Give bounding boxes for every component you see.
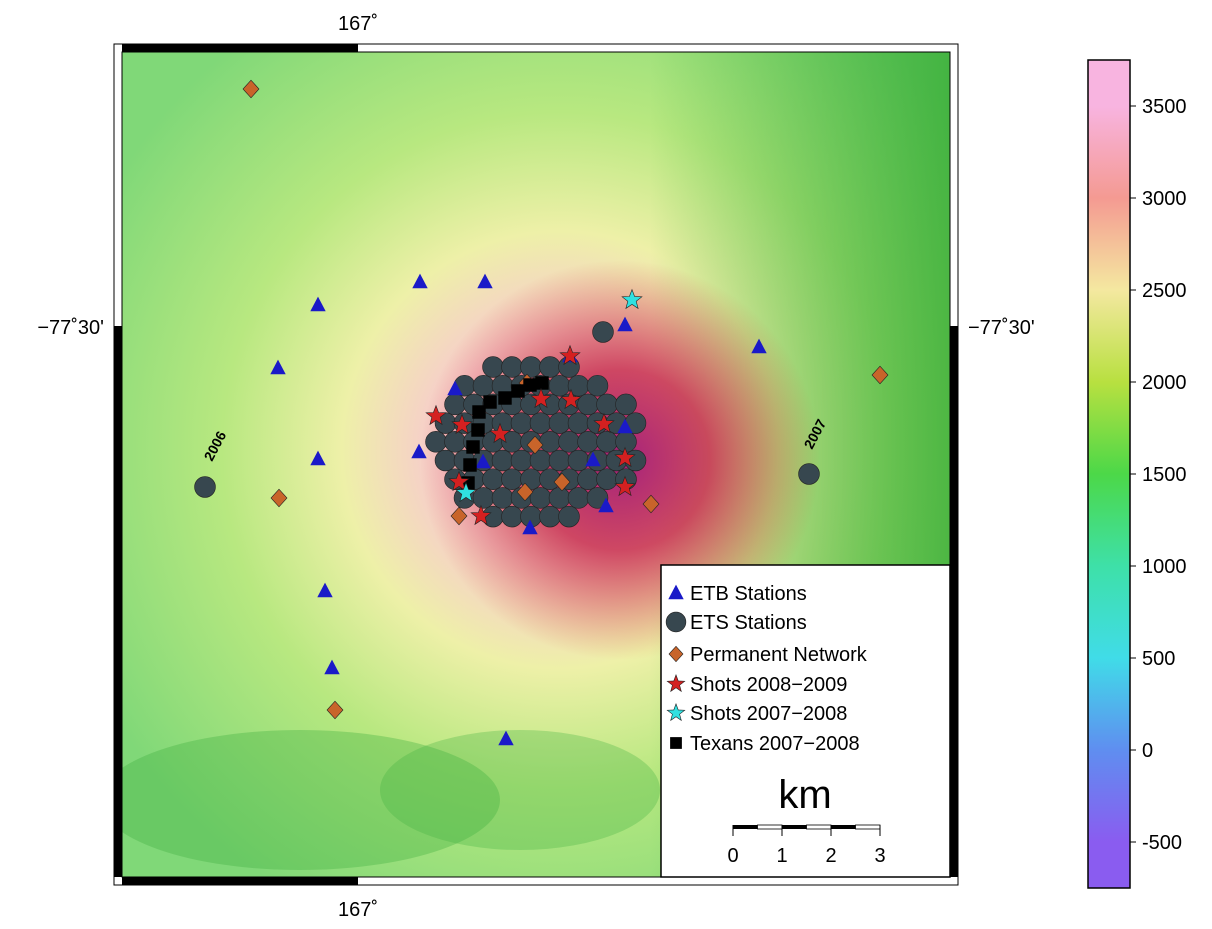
lat-label-left: −77˚30' xyxy=(37,317,104,339)
legend-label: Permanent Network xyxy=(690,644,868,666)
marker-circle xyxy=(568,413,589,434)
marker-square xyxy=(471,423,484,436)
colorbar-tick-label: 0 xyxy=(1142,740,1153,762)
marker-circle xyxy=(473,487,494,508)
marker-circle xyxy=(578,469,599,490)
scale-segment xyxy=(758,825,783,829)
marker-circle xyxy=(593,322,614,343)
marker-circle xyxy=(568,487,589,508)
marker-circle xyxy=(578,431,599,452)
marker-circle xyxy=(597,469,618,490)
marker-square xyxy=(498,391,511,404)
map-figure: 167˚ 167˚ −77˚30' −77˚30' 2006 2007 ETB … xyxy=(0,0,1212,924)
scale-label: 1 xyxy=(776,845,787,867)
colorbar-tick-label: 2500 xyxy=(1142,280,1187,302)
marker-circle xyxy=(549,375,570,396)
legend-label: Shots 2008−2009 xyxy=(690,674,847,696)
scale-label: 3 xyxy=(874,845,885,867)
marker-circle xyxy=(549,413,570,434)
scale-segment xyxy=(782,825,807,829)
marker-circle xyxy=(530,450,551,471)
marker-circle xyxy=(521,357,542,378)
marker-circle xyxy=(549,450,570,471)
colorbar xyxy=(1088,60,1130,888)
marker-circle xyxy=(502,506,523,527)
marker-circle xyxy=(511,450,532,471)
scale-segment xyxy=(733,825,758,829)
marker-square xyxy=(670,737,682,749)
lon-label-bottom: 167˚ xyxy=(338,899,378,921)
colorbar-tick-label: 3000 xyxy=(1142,188,1187,210)
marker-square xyxy=(535,376,548,389)
colorbar-ticks: -500 0 500 1000 1500 2000 2500 3000 3500 xyxy=(1130,96,1187,854)
scale-label: 2 xyxy=(825,845,836,867)
colorbar-tick-label: 1500 xyxy=(1142,464,1187,486)
marker-circle xyxy=(559,506,580,527)
scale-label: 0 xyxy=(727,845,738,867)
colorbar-tick-label: 3500 xyxy=(1142,96,1187,118)
marker-circle xyxy=(502,469,523,490)
marker-circle xyxy=(597,394,618,415)
marker-circle xyxy=(530,487,551,508)
marker-circle xyxy=(502,357,523,378)
marker-circle xyxy=(666,612,686,632)
marker-circle xyxy=(587,375,608,396)
marker-square xyxy=(466,440,479,453)
marker-square xyxy=(483,395,496,408)
marker-circle xyxy=(435,450,456,471)
marker-circle xyxy=(549,487,570,508)
marker-circle xyxy=(540,431,561,452)
scale-segment xyxy=(831,825,856,829)
legend-label: ETB Stations xyxy=(690,583,807,605)
scale-segment xyxy=(807,825,832,829)
colorbar-tick-label: 1000 xyxy=(1142,556,1187,578)
marker-circle xyxy=(445,394,466,415)
marker-circle xyxy=(195,477,216,498)
legend-label: Shots 2007−2008 xyxy=(690,703,847,725)
marker-circle xyxy=(540,506,561,527)
scale-unit: km xyxy=(778,773,831,817)
marker-circle xyxy=(559,431,580,452)
marker-square xyxy=(523,378,536,391)
marker-circle xyxy=(445,431,466,452)
marker-circle xyxy=(597,431,618,452)
lon-label-top: 167˚ xyxy=(338,13,378,35)
marker-circle xyxy=(616,394,637,415)
colorbar-tick-label: 2000 xyxy=(1142,372,1187,394)
marker-circle xyxy=(473,375,494,396)
marker-circle xyxy=(511,413,532,434)
marker-circle xyxy=(540,357,561,378)
marker-circle xyxy=(483,357,504,378)
marker-circle xyxy=(483,469,504,490)
marker-square xyxy=(463,458,476,471)
legend-label: ETS Stations xyxy=(690,612,807,634)
marker-circle xyxy=(426,431,447,452)
legend-label: Texans 2007−2008 xyxy=(690,733,860,755)
marker-circle xyxy=(616,431,637,452)
legend: ETB Stations ETS Stations Permanent Networ… xyxy=(661,565,950,877)
colorbar-tick-label: -500 xyxy=(1142,832,1182,854)
marker-circle xyxy=(799,464,820,485)
marker-circle xyxy=(568,450,589,471)
marker-circle xyxy=(530,413,551,434)
scale-segment xyxy=(856,825,881,829)
marker-circle xyxy=(492,450,513,471)
lat-label-right: −77˚30' xyxy=(968,317,1035,339)
colorbar-tick-label: 500 xyxy=(1142,648,1175,670)
marker-square xyxy=(511,384,524,397)
marker-circle xyxy=(492,487,513,508)
